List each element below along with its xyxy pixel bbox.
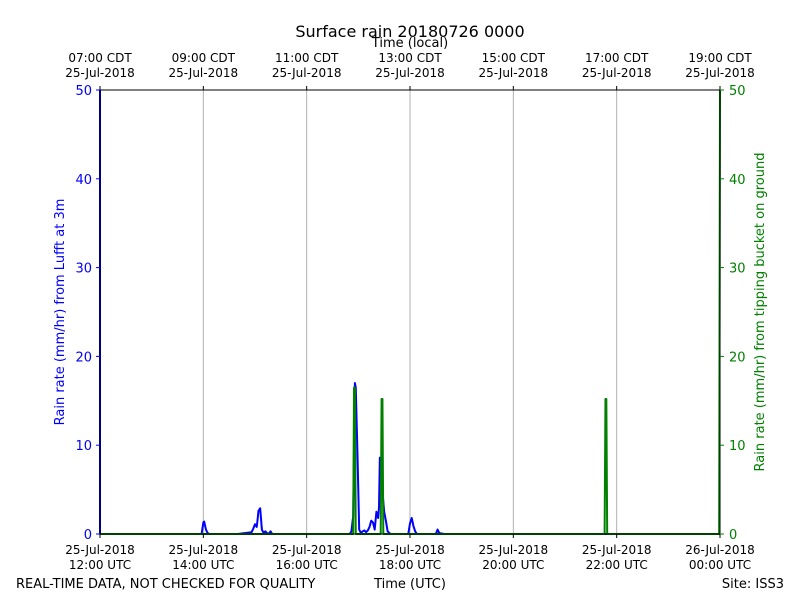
y-tick-label-left: 30 [75, 262, 92, 277]
x-axis-label: Time (UTC) [373, 577, 446, 592]
footer-site: Site: ISS3 [722, 577, 784, 592]
y-tick-label-left: 0 [84, 528, 92, 543]
y-tick-label-right: 20 [729, 350, 746, 365]
y-tick-label-left: 50 [75, 84, 92, 99]
x-tick-label-date: 25-Jul-2018 [582, 543, 652, 557]
top-tick-label-date: 25-Jul-2018 [272, 66, 342, 80]
x-tick-label-time: 18:00 UTC [379, 558, 441, 572]
y-tick-label-right: 0 [729, 528, 737, 543]
y-tick-label-left: 20 [75, 350, 92, 365]
x-tick-label-time: 12:00 UTC [69, 558, 131, 572]
series-line-tipping-bucket [100, 89, 721, 535]
top-tick-label-time: 19:00 CDT [688, 51, 752, 65]
y-tick-label-right: 40 [729, 173, 746, 188]
x-tick-label-time: 20:00 UTC [482, 558, 544, 572]
y-tick-label-left: 10 [75, 439, 92, 454]
top-tick-label-date: 25-Jul-2018 [582, 66, 652, 80]
x-tick-label-time: 14:00 UTC [172, 558, 234, 572]
top-tick-label-time: 07:00 CDT [68, 51, 132, 65]
x-tick-label-date: 26-Jul-2018 [685, 543, 755, 557]
x-tick-label-time: 22:00 UTC [586, 558, 648, 572]
x-tick-label-date: 25-Jul-2018 [272, 543, 342, 557]
top-tick-label-date: 25-Jul-2018 [479, 66, 549, 80]
top-tick-label-time: 13:00 CDT [378, 51, 442, 65]
y-axis-label-left: Rain rate (mm/hr) from Lufft at 3m [53, 199, 68, 426]
top-tick-label-time: 17:00 CDT [585, 51, 649, 65]
top-tick-label-date: 25-Jul-2018 [685, 66, 755, 80]
top-tick-label-time: 15:00 CDT [482, 51, 546, 65]
x-tick-label-date: 25-Jul-2018 [479, 543, 549, 557]
series-line-lufft [99, 90, 720, 535]
top-tick-label-time: 09:00 CDT [172, 51, 236, 65]
top-tick-label-time: 11:00 CDT [275, 51, 339, 65]
x-tick-label-date: 25-Jul-2018 [169, 543, 239, 557]
chart-title: Surface rain 20180726 0000 [295, 22, 524, 41]
top-tick-label-date: 25-Jul-2018 [65, 66, 135, 80]
series-layer [99, 89, 721, 535]
top-tick-label-date: 25-Jul-2018 [375, 66, 445, 80]
top-tick-label-date: 25-Jul-2018 [169, 66, 239, 80]
y-axis-label-right: Rain rate (mm/hr) from tipping bucket on… [753, 153, 768, 472]
top-axis-label: Time (local) [371, 36, 448, 51]
footer-disclaimer: REAL-TIME DATA, NOT CHECKED FOR QUALITY [16, 577, 315, 592]
y-tick-label-right: 50 [729, 84, 746, 99]
x-tick-label-date: 25-Jul-2018 [65, 543, 135, 557]
y-tick-label-right: 10 [729, 439, 746, 454]
x-tick-label-date: 25-Jul-2018 [375, 543, 445, 557]
y-tick-label-right: 30 [729, 262, 746, 277]
x-tick-label-time: 00:00 UTC [689, 558, 751, 572]
x-tick-label-time: 16:00 UTC [276, 558, 338, 572]
y-tick-label-left: 40 [75, 173, 92, 188]
